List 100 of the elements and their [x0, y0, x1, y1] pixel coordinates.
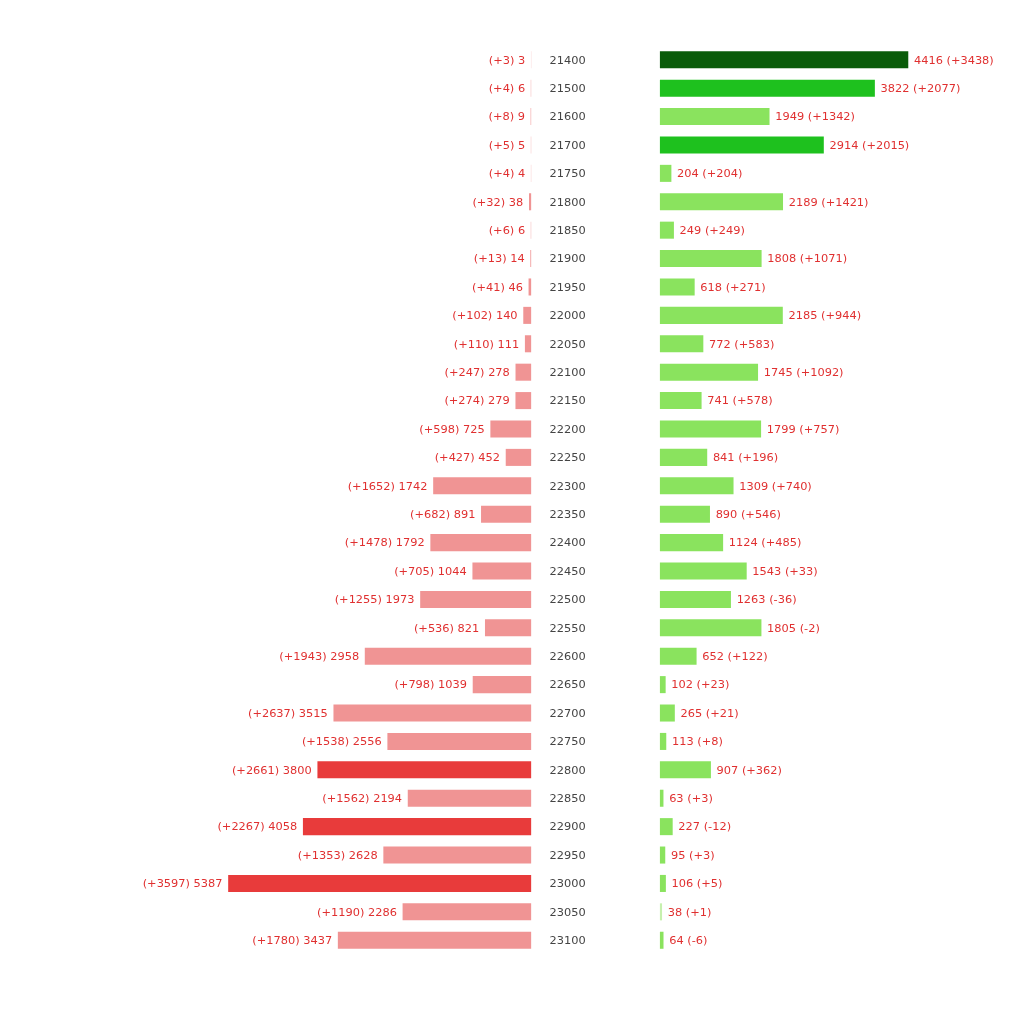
bar — [659, 420, 762, 438]
bar — [659, 505, 710, 523]
bar — [659, 534, 724, 552]
bar — [659, 250, 762, 268]
bar — [484, 619, 532, 637]
bar — [659, 335, 704, 353]
bar — [433, 477, 532, 495]
data-label: (+110) 111 — [453, 336, 520, 351]
y-tick-label: 23050 — [549, 904, 586, 919]
y-tick-label: 22250 — [549, 450, 586, 465]
data-label: 95 (+3) — [670, 847, 715, 862]
data-label: 1745 (+1092) — [763, 364, 844, 379]
bar — [659, 448, 708, 466]
data-label: 1805 (-2) — [767, 620, 820, 635]
data-label: 265 (+21) — [680, 705, 739, 720]
data-label: (+598) 725 — [419, 421, 485, 436]
data-label: 4416 (+3438) — [913, 52, 994, 67]
data-label: (+1562) 2194 — [322, 791, 403, 806]
data-label: (+8) 9 — [488, 109, 525, 124]
y-tick-label: 22500 — [549, 592, 586, 607]
y-tick-label: 22450 — [549, 563, 586, 578]
bar — [505, 448, 532, 466]
data-label: 106 (+5) — [671, 876, 723, 891]
data-label: 1309 (+740) — [739, 478, 812, 493]
data-label: 1124 (+485) — [728, 535, 802, 550]
y-tick-label: 22100 — [549, 364, 586, 379]
bar — [659, 193, 784, 211]
bar — [659, 136, 824, 154]
y-tick-label: 23000 — [549, 876, 586, 891]
data-label: 102 (+23) — [671, 677, 730, 692]
data-label: (+2637) 3515 — [247, 705, 328, 720]
y-tick-label: 21700 — [549, 137, 586, 152]
y-tick-label: 22700 — [549, 705, 586, 720]
bar — [659, 79, 875, 97]
y-tick-label: 21750 — [549, 166, 586, 181]
data-label: 249 (+249) — [679, 222, 745, 237]
bar — [515, 392, 532, 410]
data-label: (+3) 3 — [488, 52, 526, 67]
bar — [228, 874, 532, 892]
bar — [659, 931, 664, 949]
data-label: (+13) 14 — [473, 251, 525, 266]
data-label: (+1538) 2556 — [301, 734, 382, 749]
y-tick-label: 22150 — [549, 393, 586, 408]
y-tick-label: 22950 — [549, 847, 586, 862]
data-label: (+427) 452 — [434, 450, 501, 465]
y-tick-label: 21500 — [549, 80, 586, 95]
bar — [472, 676, 532, 694]
data-label: 652 (+122) — [702, 649, 768, 664]
bar — [659, 562, 747, 580]
data-label: 2914 (+2015) — [829, 137, 910, 152]
bar — [659, 221, 674, 239]
data-label: (+4) 4 — [488, 166, 526, 181]
data-label: (+536) 821 — [413, 620, 480, 635]
y-tick-label: 22000 — [549, 308, 586, 323]
data-label: (+3597) 5387 — [142, 876, 223, 891]
bar — [387, 732, 532, 750]
data-label: 907 (+362) — [716, 762, 782, 777]
bar — [659, 704, 675, 722]
data-label: (+705) 1044 — [394, 563, 467, 578]
bar — [430, 534, 532, 552]
data-label: 741 (+578) — [707, 393, 773, 408]
bar — [659, 761, 711, 779]
bar — [420, 590, 532, 608]
y-tick-label: 22350 — [549, 506, 586, 521]
bar — [472, 562, 532, 580]
data-label: (+4) 6 — [488, 80, 526, 95]
bar — [659, 732, 667, 750]
bar — [337, 931, 532, 949]
bar — [333, 704, 532, 722]
data-label: 38 (+1) — [667, 904, 712, 919]
data-label: (+682) 891 — [410, 506, 476, 521]
bar — [364, 647, 532, 665]
data-label: (+274) 279 — [444, 393, 510, 408]
data-label: 2189 (+1421) — [788, 194, 869, 209]
bar — [659, 846, 666, 864]
bar — [481, 505, 532, 523]
bar — [383, 846, 532, 864]
y-tick-label: 21850 — [549, 222, 586, 237]
data-label: (+5) 5 — [488, 137, 526, 152]
bar — [659, 278, 695, 296]
y-tick-label: 22900 — [549, 819, 586, 834]
bar — [524, 335, 532, 353]
data-label: (+2267) 4058 — [217, 819, 298, 834]
y-tick-label: 22550 — [549, 620, 586, 635]
bar — [659, 363, 759, 381]
y-tick-label: 22050 — [549, 336, 586, 351]
data-label: (+1652) 1742 — [347, 478, 428, 493]
y-tick-label: 22200 — [549, 421, 586, 436]
y-tick-label: 21400 — [549, 52, 586, 67]
data-label: 204 (+204) — [677, 166, 743, 181]
bar — [659, 619, 762, 637]
data-label: (+1353) 2628 — [297, 847, 378, 862]
data-label: (+247) 278 — [444, 364, 510, 379]
y-tick-label: 22800 — [549, 762, 586, 777]
y-tick-label: 23100 — [549, 933, 586, 948]
data-label: 841 (+196) — [712, 450, 779, 465]
bar — [317, 761, 532, 779]
y-tick-label: 22750 — [549, 734, 586, 749]
y-tick-label: 21800 — [549, 194, 586, 209]
data-label: 618 (+271) — [700, 279, 766, 294]
